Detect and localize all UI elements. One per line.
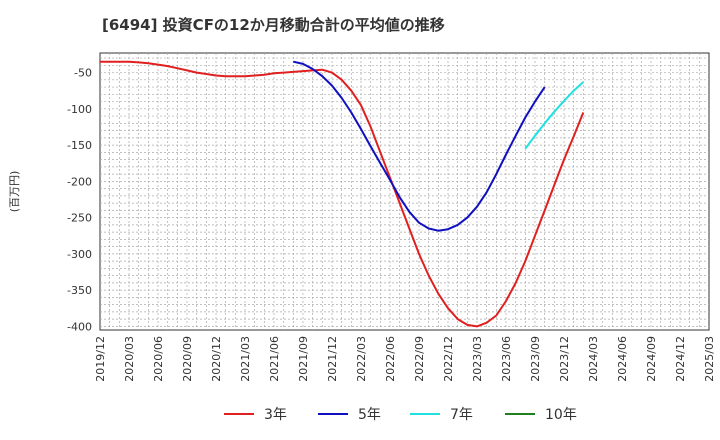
y-tick-label: -300 <box>67 248 92 261</box>
x-tick-label: 2022/09 <box>413 336 426 382</box>
x-tick-label: 2019/12 <box>94 336 107 382</box>
x-tick-label: 2024/12 <box>674 336 687 382</box>
x-tick-label: 2024/03 <box>587 336 600 382</box>
x-tick-label: 2021/06 <box>268 336 281 382</box>
x-tick-label: 2023/03 <box>471 336 484 382</box>
legend: 3年 5年 7年 10年 <box>224 407 577 423</box>
x-tick-label: 2020/06 <box>152 336 165 382</box>
x-tick-label: 2021/03 <box>239 336 252 382</box>
x-tick-label: 2022/06 <box>384 336 397 382</box>
y-axis-label: (百万円) <box>8 171 21 213</box>
legend-label-7年: 7年 <box>450 407 473 423</box>
y-tick-label: -250 <box>67 212 92 225</box>
y-tick-label: -200 <box>67 175 92 188</box>
series-line-5年 <box>293 60 546 232</box>
x-tick-label: 2020/09 <box>181 336 194 382</box>
chart-title: [6494] 投資CFの12か月移動合計の平均値の推移 <box>102 16 445 34</box>
y-tick-label: -50 <box>74 67 92 80</box>
legend-label-5年: 5年 <box>358 407 381 423</box>
series-line-3年 <box>100 60 585 328</box>
x-tick-label: 2022/03 <box>355 336 368 382</box>
x-tick-label: 2023/12 <box>558 336 571 382</box>
plot-frame <box>99 52 710 331</box>
x-tick-label: 2021/12 <box>326 336 339 382</box>
x-tick-label: 2024/09 <box>645 336 658 382</box>
x-tick-label: 2023/09 <box>529 336 542 382</box>
x-tick-label: 2025/03 <box>703 336 716 382</box>
x-tick-label: 2022/12 <box>442 336 455 382</box>
legend-label-3年: 3年 <box>264 407 287 423</box>
y-tick-label: -350 <box>67 284 92 297</box>
series-line-7年 <box>524 81 584 150</box>
legend-label-10年: 10年 <box>545 407 577 423</box>
x-tick-label: 2021/09 <box>297 336 310 382</box>
y-tick-label: -100 <box>67 103 92 116</box>
x-tick-label: 2024/06 <box>616 336 629 382</box>
x-tick-label: 2020/12 <box>210 336 223 382</box>
x-tick-label: 2023/06 <box>500 336 513 382</box>
x-tick-label: 2020/03 <box>123 336 136 382</box>
y-tick-label: -150 <box>67 139 92 152</box>
y-tick-label: -400 <box>67 320 92 333</box>
